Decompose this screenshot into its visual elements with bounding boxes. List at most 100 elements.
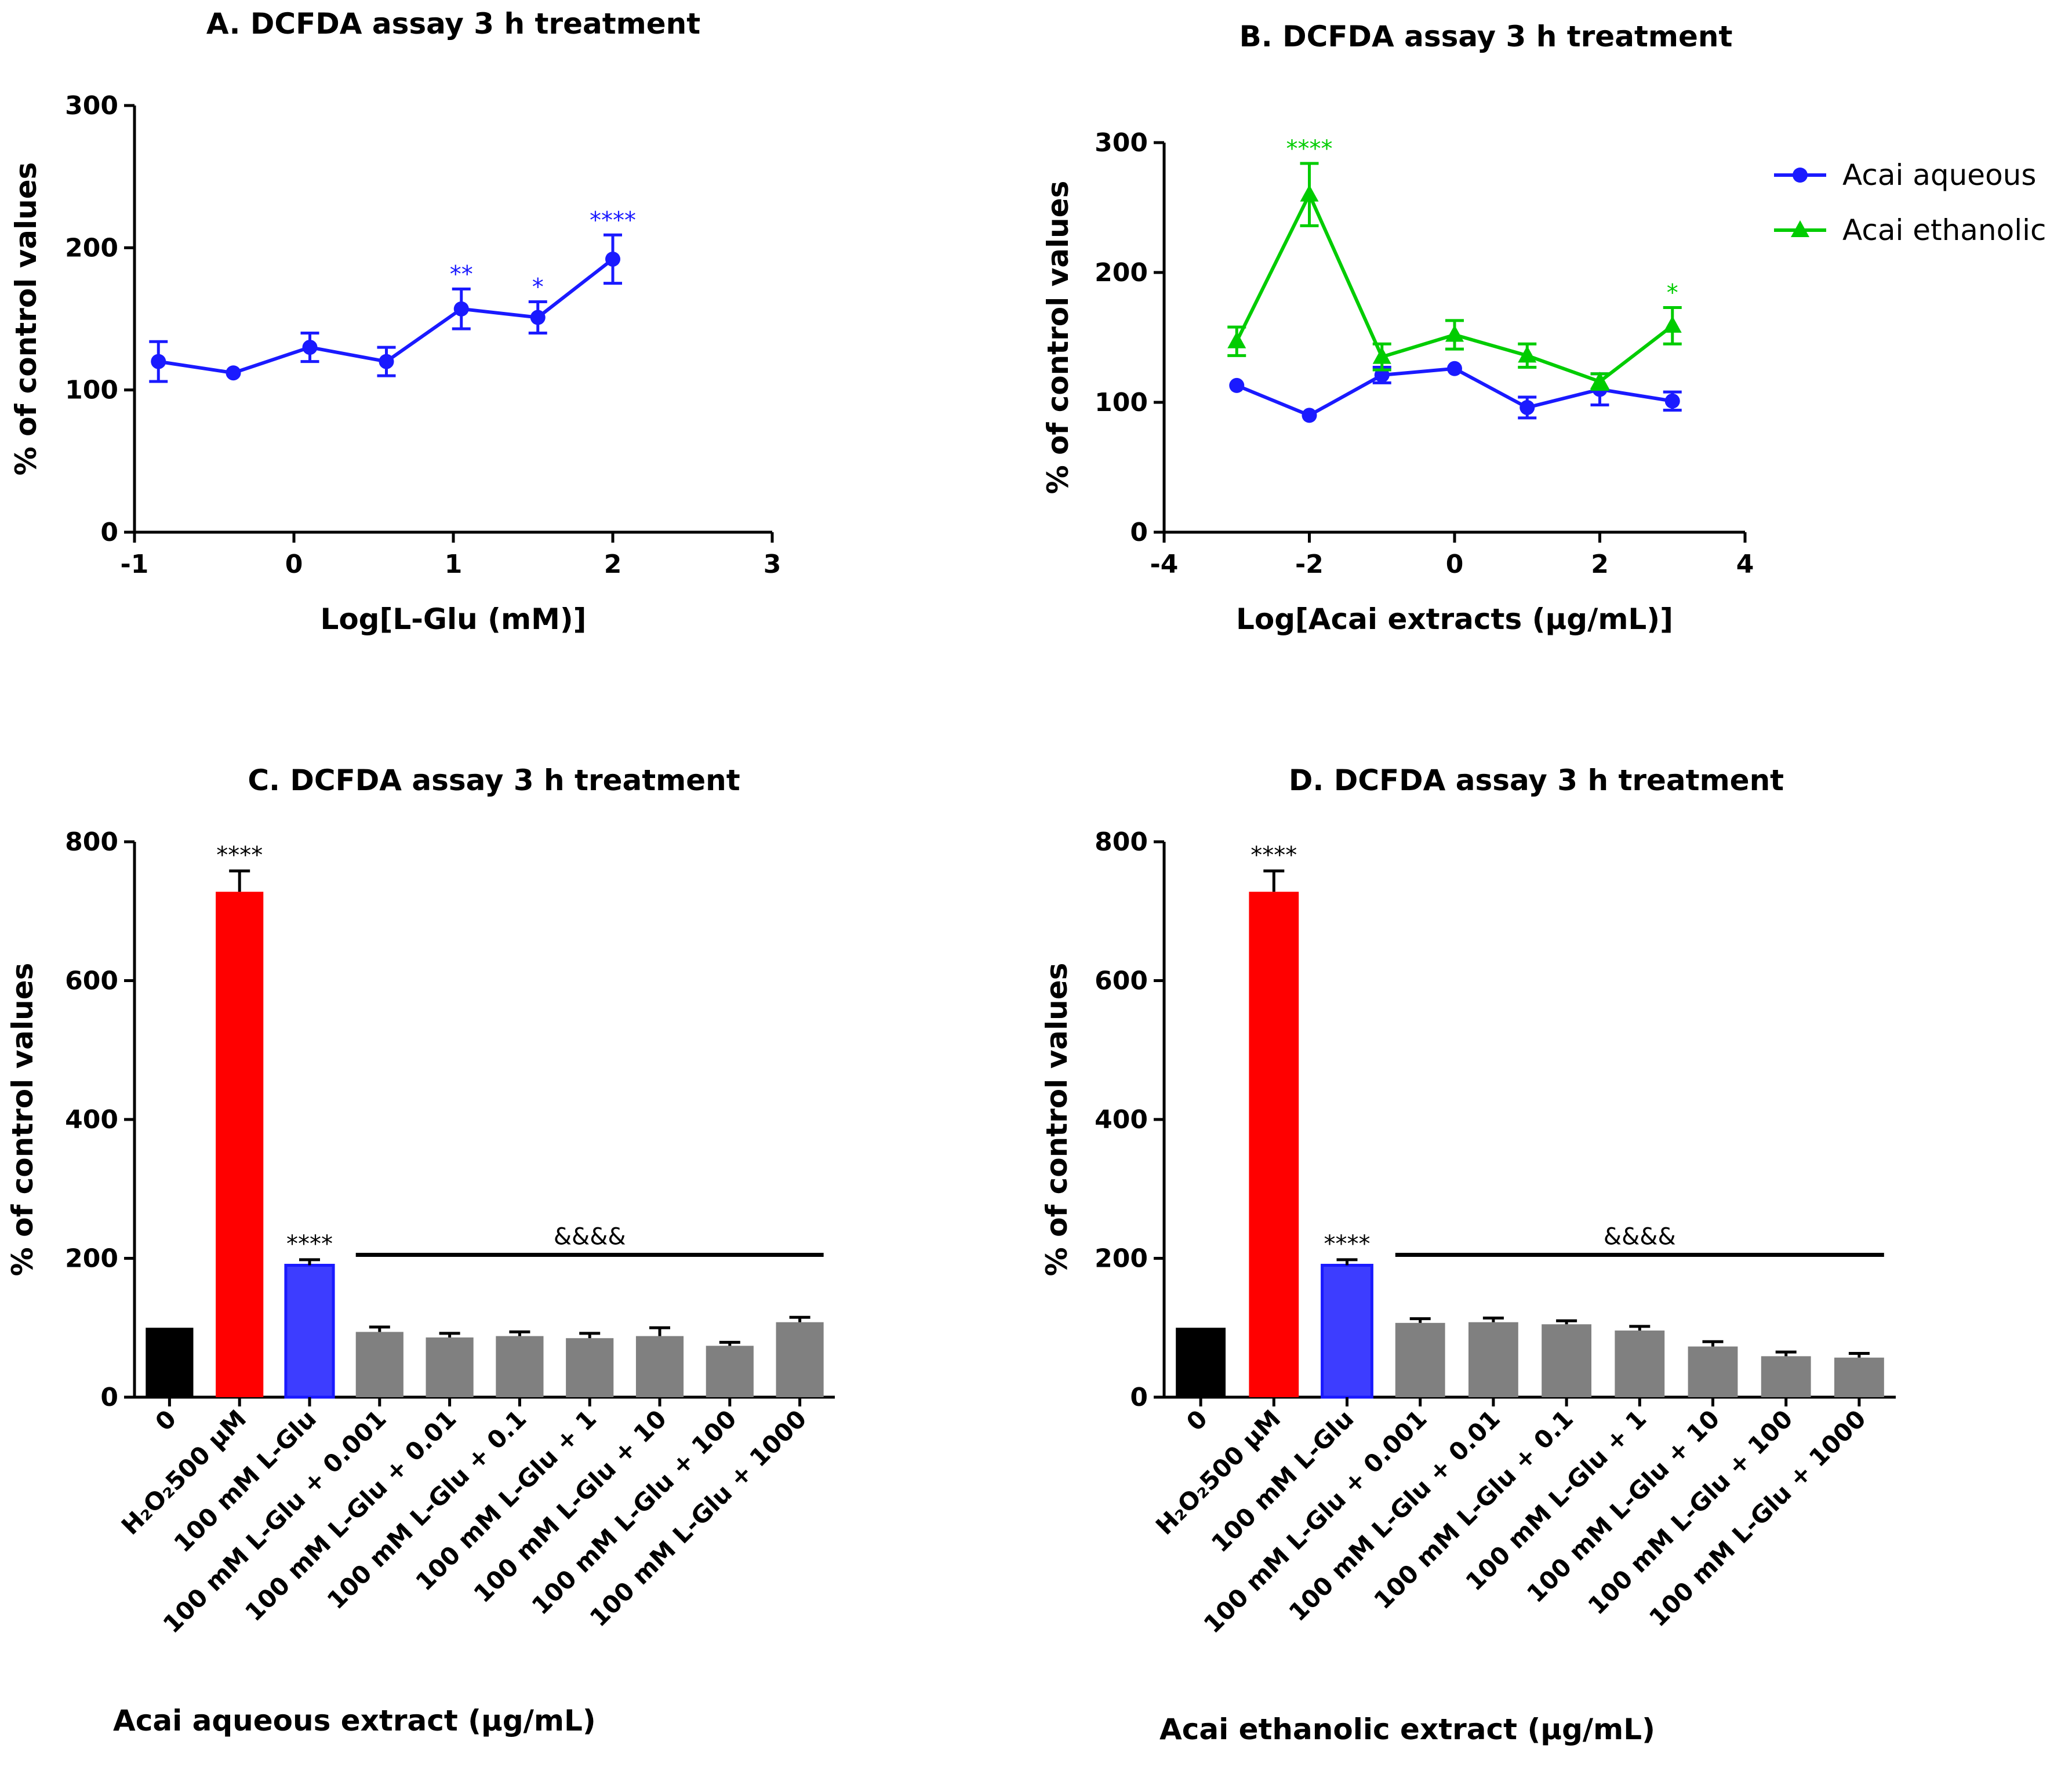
panel-title: D. DCFDA assay 3 h treatment (1289, 764, 1784, 797)
data-point (1300, 184, 1319, 202)
bar (146, 1328, 194, 1397)
significance-label: ** (450, 261, 473, 288)
y-axis-label: % of control values (1041, 181, 1075, 495)
y-tick-label: 200 (65, 1244, 118, 1274)
y-tick-label: 800 (1095, 827, 1148, 857)
series-l-glu: ** ***** (149, 207, 636, 383)
y-tick-label: 0 (1130, 1383, 1148, 1412)
significance-label: **** (286, 1231, 333, 1257)
bar (1321, 1263, 1373, 1399)
bar (1615, 1331, 1665, 1397)
y-tick-label: 300 (65, 91, 118, 121)
bar (1688, 1346, 1738, 1397)
data-point (1372, 347, 1391, 364)
panel-C: C. DCFDA assay 3 h treatment 0 200 400 600 80… (6, 764, 835, 1737)
data-point (1590, 372, 1609, 389)
bar (1834, 1357, 1884, 1397)
bar (426, 1337, 474, 1397)
data-point (379, 354, 394, 369)
bar (706, 1346, 754, 1397)
bar (496, 1336, 544, 1397)
panel-title: A. DCFDA assay 3 h treatment (206, 7, 700, 41)
x-tick-label: 4 (1736, 550, 1754, 579)
x-tick-label: 0 (1446, 550, 1464, 579)
legend-label: Acai aqueous (1842, 158, 2036, 192)
data-point (151, 354, 166, 369)
data-point (1229, 377, 1245, 393)
category-label: H₂O₂500 μM (116, 1404, 252, 1540)
legend-marker (1791, 220, 1809, 237)
series-line (1235, 190, 1674, 384)
y-tick-label: 400 (1095, 1105, 1148, 1135)
x-tick-label: 2 (1591, 550, 1609, 579)
bar (566, 1338, 614, 1397)
y-tick-label: 800 (65, 827, 118, 857)
significance-label: * (532, 274, 544, 301)
group-significance-label: &&&& (1604, 1224, 1676, 1250)
x-tick-label: -1 (121, 550, 149, 579)
data-point (530, 310, 546, 325)
bar (1542, 1324, 1592, 1397)
data-point (1302, 408, 1317, 423)
panel-title: C. DCFDA assay 3 h treatment (248, 764, 740, 797)
y-tick-label: 200 (1095, 1244, 1148, 1274)
significance-label: **** (590, 207, 636, 234)
data-point (1664, 393, 1680, 409)
significance-label: **** (1286, 136, 1333, 162)
bar (1468, 1322, 1518, 1397)
series-acai-ethanolic: ***** (1227, 136, 1682, 391)
data-point (226, 365, 241, 381)
y-axis-label: % of control values (1040, 963, 1074, 1277)
y-tick-label: 0 (1130, 518, 1148, 547)
legend-label: Acai ethanolic (1842, 213, 2046, 247)
bar (776, 1322, 824, 1397)
y-tick-label: 400 (65, 1105, 118, 1135)
data-point (1518, 346, 1537, 363)
significance-label: **** (1324, 1231, 1371, 1257)
legend-marker (1793, 168, 1808, 183)
data-point (453, 301, 469, 317)
bar (1249, 892, 1299, 1397)
y-tick-label: 300 (1095, 128, 1148, 158)
y-tick-label: 200 (1095, 258, 1148, 288)
bar (1176, 1328, 1226, 1397)
data-point (1445, 325, 1464, 342)
y-tick-label: 600 (65, 966, 118, 996)
y-tick-label: 0 (100, 518, 118, 547)
panel-title: B. DCFDA assay 3 h treatment (1239, 20, 1733, 53)
y-tick-label: 0 (100, 1383, 118, 1412)
x-tick-label: 1 (445, 550, 463, 579)
x-tick-label: 2 (604, 550, 622, 579)
x-axis-label: Log[Acai extracts (μg/mL)] (1236, 602, 1673, 636)
data-point (1520, 399, 1535, 415)
data-point (1227, 331, 1246, 348)
data-point (605, 251, 620, 267)
x-axis-label: Acai aqueous extract (μg/mL) (113, 1704, 596, 1737)
y-axis-label: % of control values (6, 963, 39, 1277)
x-tick-label: -4 (1150, 550, 1179, 579)
y-axis-label: % of control values (9, 162, 43, 476)
category-label: 0 (1181, 1404, 1213, 1436)
x-tick-label: 3 (764, 550, 781, 579)
data-point (1663, 315, 1682, 333)
panel-D: D. DCFDA assay 3 h treatment 0 200 400 600 80… (1040, 764, 1896, 1746)
data-point (302, 340, 318, 355)
data-point (1447, 361, 1462, 376)
y-tick-label: 200 (65, 233, 118, 263)
bar (1761, 1356, 1811, 1397)
legend: Acai aqueous Acai ethanolic (1774, 158, 2046, 247)
significance-label: **** (216, 842, 263, 868)
panel-B: B. DCFDA assay 3 h treatment 0 100 200 300 % … (1041, 20, 2046, 636)
significance-label: * (1667, 279, 1678, 306)
bar (355, 1332, 404, 1397)
x-axis-label: Log[L-Glu (mM)] (320, 602, 586, 636)
panel-A: A. DCFDA assay 3 h treatment 0 100 200 300 % … (9, 7, 781, 636)
x-tick-label: -2 (1295, 550, 1324, 579)
group-significance-label: &&&& (554, 1224, 626, 1250)
bar (1395, 1322, 1445, 1397)
x-tick-label: 0 (285, 550, 303, 579)
bar (216, 892, 264, 1397)
y-tick-label: 100 (65, 376, 118, 405)
category-label: H₂O₂500 μM (1150, 1404, 1286, 1540)
